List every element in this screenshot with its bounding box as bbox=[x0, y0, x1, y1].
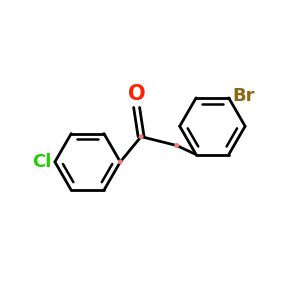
Text: O: O bbox=[128, 84, 146, 104]
Text: Br: Br bbox=[232, 87, 255, 105]
Circle shape bbox=[175, 144, 178, 147]
Text: Cl: Cl bbox=[32, 153, 51, 171]
Circle shape bbox=[139, 135, 143, 138]
Circle shape bbox=[118, 160, 122, 164]
